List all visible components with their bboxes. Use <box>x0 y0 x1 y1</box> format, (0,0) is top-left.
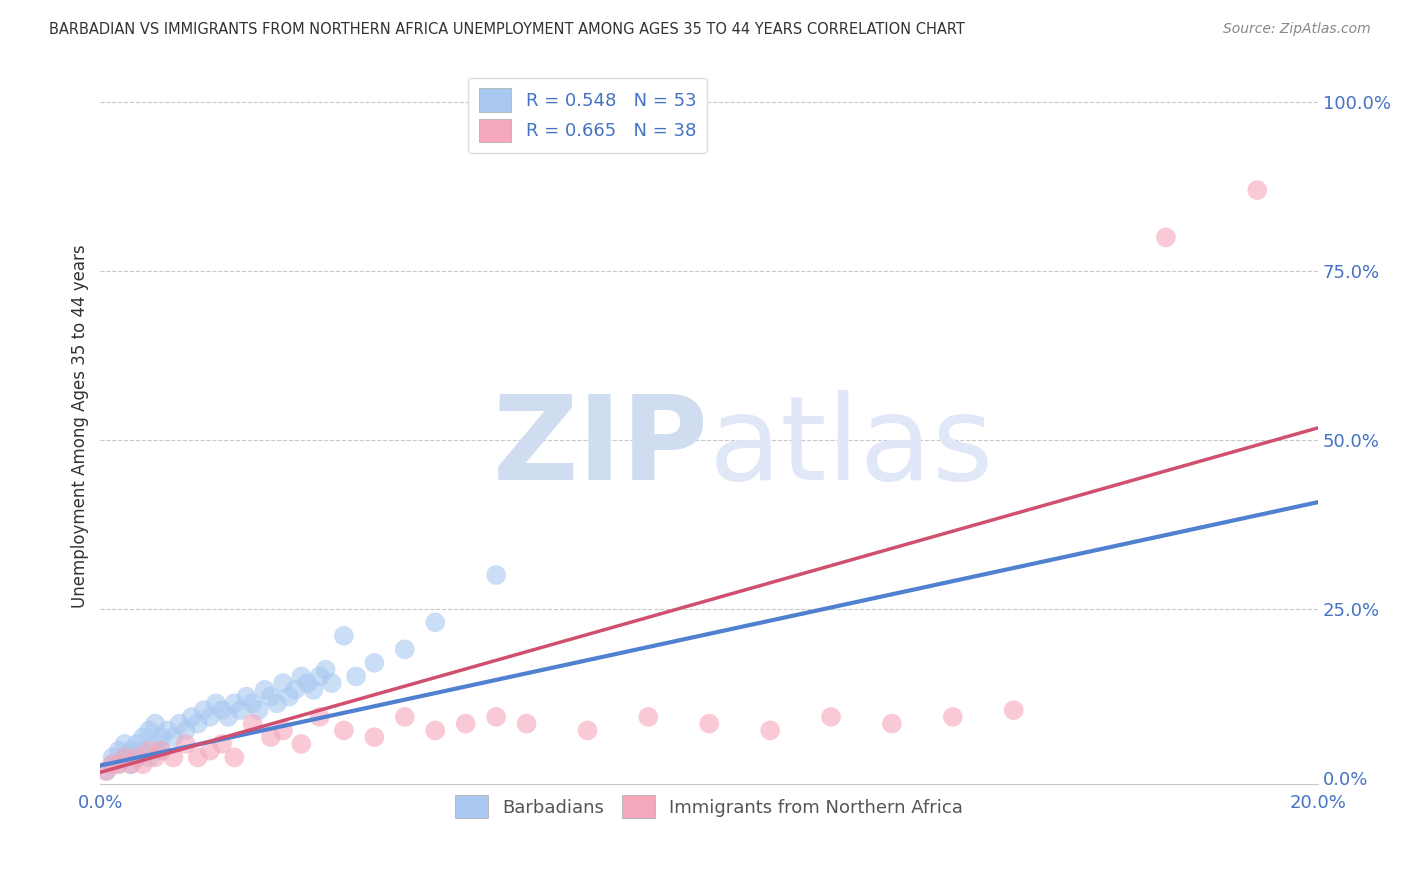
Point <box>150 730 173 744</box>
Point <box>125 750 148 764</box>
Point <box>205 697 228 711</box>
Point <box>253 682 276 697</box>
Point <box>1246 183 1268 197</box>
Point <box>308 669 330 683</box>
Point <box>114 750 136 764</box>
Point <box>290 669 312 683</box>
Point <box>637 710 659 724</box>
Point <box>425 615 447 630</box>
Point <box>120 744 142 758</box>
Point <box>107 744 129 758</box>
Point <box>114 750 136 764</box>
Point <box>485 568 508 582</box>
Point <box>211 737 233 751</box>
Point <box>363 730 385 744</box>
Text: BARBADIAN VS IMMIGRANTS FROM NORTHERN AFRICA UNEMPLOYMENT AMONG AGES 35 TO 44 YE: BARBADIAN VS IMMIGRANTS FROM NORTHERN AF… <box>49 22 965 37</box>
Point <box>193 703 215 717</box>
Point <box>162 750 184 764</box>
Point <box>107 757 129 772</box>
Point <box>187 750 209 764</box>
Point <box>187 716 209 731</box>
Point <box>198 744 221 758</box>
Point <box>198 710 221 724</box>
Point <box>101 757 124 772</box>
Point <box>260 690 283 704</box>
Point <box>242 697 264 711</box>
Point <box>132 730 155 744</box>
Point <box>101 750 124 764</box>
Point <box>880 716 903 731</box>
Point <box>107 757 129 772</box>
Y-axis label: Unemployment Among Ages 35 to 44 years: Unemployment Among Ages 35 to 44 years <box>72 244 89 608</box>
Point <box>363 656 385 670</box>
Point <box>942 710 965 724</box>
Point <box>143 737 166 751</box>
Point <box>229 703 252 717</box>
Point <box>1154 230 1177 244</box>
Point <box>132 744 155 758</box>
Point <box>224 697 246 711</box>
Text: atlas: atlas <box>709 391 994 506</box>
Point <box>333 723 356 738</box>
Point <box>169 716 191 731</box>
Point <box>138 744 160 758</box>
Text: ZIP: ZIP <box>494 391 709 506</box>
Point <box>425 723 447 738</box>
Point <box>120 757 142 772</box>
Point <box>150 744 173 758</box>
Point <box>156 723 179 738</box>
Point <box>96 764 118 778</box>
Point <box>138 750 160 764</box>
Point <box>344 669 367 683</box>
Point <box>224 750 246 764</box>
Point <box>321 676 343 690</box>
Point <box>242 716 264 731</box>
Point <box>394 642 416 657</box>
Point <box>101 757 124 772</box>
Point <box>290 737 312 751</box>
Point <box>125 737 148 751</box>
Point <box>217 710 239 724</box>
Point <box>235 690 257 704</box>
Point <box>315 663 337 677</box>
Point <box>284 682 307 697</box>
Point <box>333 629 356 643</box>
Point <box>266 697 288 711</box>
Point <box>114 737 136 751</box>
Point <box>96 764 118 778</box>
Point <box>138 723 160 738</box>
Point <box>302 682 325 697</box>
Point <box>132 757 155 772</box>
Point <box>1002 703 1025 717</box>
Point <box>576 723 599 738</box>
Point <box>308 710 330 724</box>
Point <box>516 716 538 731</box>
Point <box>150 744 173 758</box>
Point <box>271 723 294 738</box>
Point <box>162 730 184 744</box>
Point <box>174 723 197 738</box>
Point <box>211 703 233 717</box>
Point <box>697 716 720 731</box>
Point <box>180 710 202 724</box>
Point <box>260 730 283 744</box>
Point <box>454 716 477 731</box>
Point <box>143 716 166 731</box>
Point <box>271 676 294 690</box>
Point <box>125 750 148 764</box>
Point <box>278 690 301 704</box>
Point <box>247 703 270 717</box>
Point <box>174 737 197 751</box>
Point <box>143 750 166 764</box>
Text: Source: ZipAtlas.com: Source: ZipAtlas.com <box>1223 22 1371 37</box>
Point <box>394 710 416 724</box>
Point <box>297 676 319 690</box>
Point <box>485 710 508 724</box>
Legend: Barbadians, Immigrants from Northern Africa: Barbadians, Immigrants from Northern Afr… <box>449 788 970 825</box>
Point <box>120 757 142 772</box>
Point <box>759 723 782 738</box>
Point <box>820 710 842 724</box>
